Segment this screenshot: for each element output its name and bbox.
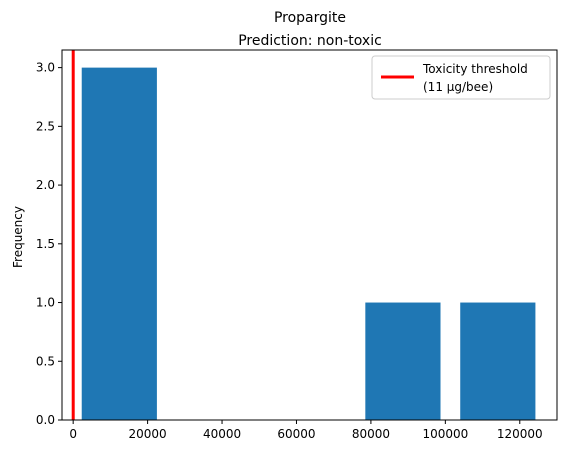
axes-frame (61, 49, 558, 421)
x-tick-label: 20000 (129, 427, 167, 441)
y-tick-label: 3.0 (36, 61, 55, 75)
plot-area: 0 20000 40000 60000 80000 100000 120000 0.0 0.5 1… (36, 49, 558, 441)
histogram-bar-3 (460, 302, 536, 420)
chart-title: Propargite (274, 10, 346, 26)
y-tick-label: 2.5 (36, 119, 55, 133)
x-tick-label: 60000 (277, 427, 315, 441)
x-tick-label: 100000 (422, 427, 468, 441)
legend-label-line2: (11 µg/bee) (423, 80, 493, 94)
histogram-bar-2 (365, 302, 441, 420)
legend: Toxicity threshold (11 µg/bee) (371, 55, 551, 100)
y-tick-label: 1.0 (36, 296, 55, 310)
chart-subtitle: Prediction: non-toxic (238, 33, 382, 49)
legend-frame (371, 55, 551, 100)
x-tick-label: 80000 (352, 427, 390, 441)
histogram-bar-1 (81, 67, 157, 420)
y-tick-label: 0.5 (36, 354, 55, 368)
y-tick-label: 1.5 (36, 237, 55, 251)
x-tick-label: 40000 (203, 427, 241, 441)
legend-label-line1: Toxicity threshold (422, 62, 528, 76)
y-tick-label: 0.0 (36, 413, 55, 427)
y-axis-label: Frequency (11, 206, 25, 268)
x-tick-label: 0 (69, 427, 77, 441)
y-tick-label: 2.0 (36, 178, 55, 192)
x-tick-label: 120000 (497, 427, 543, 441)
